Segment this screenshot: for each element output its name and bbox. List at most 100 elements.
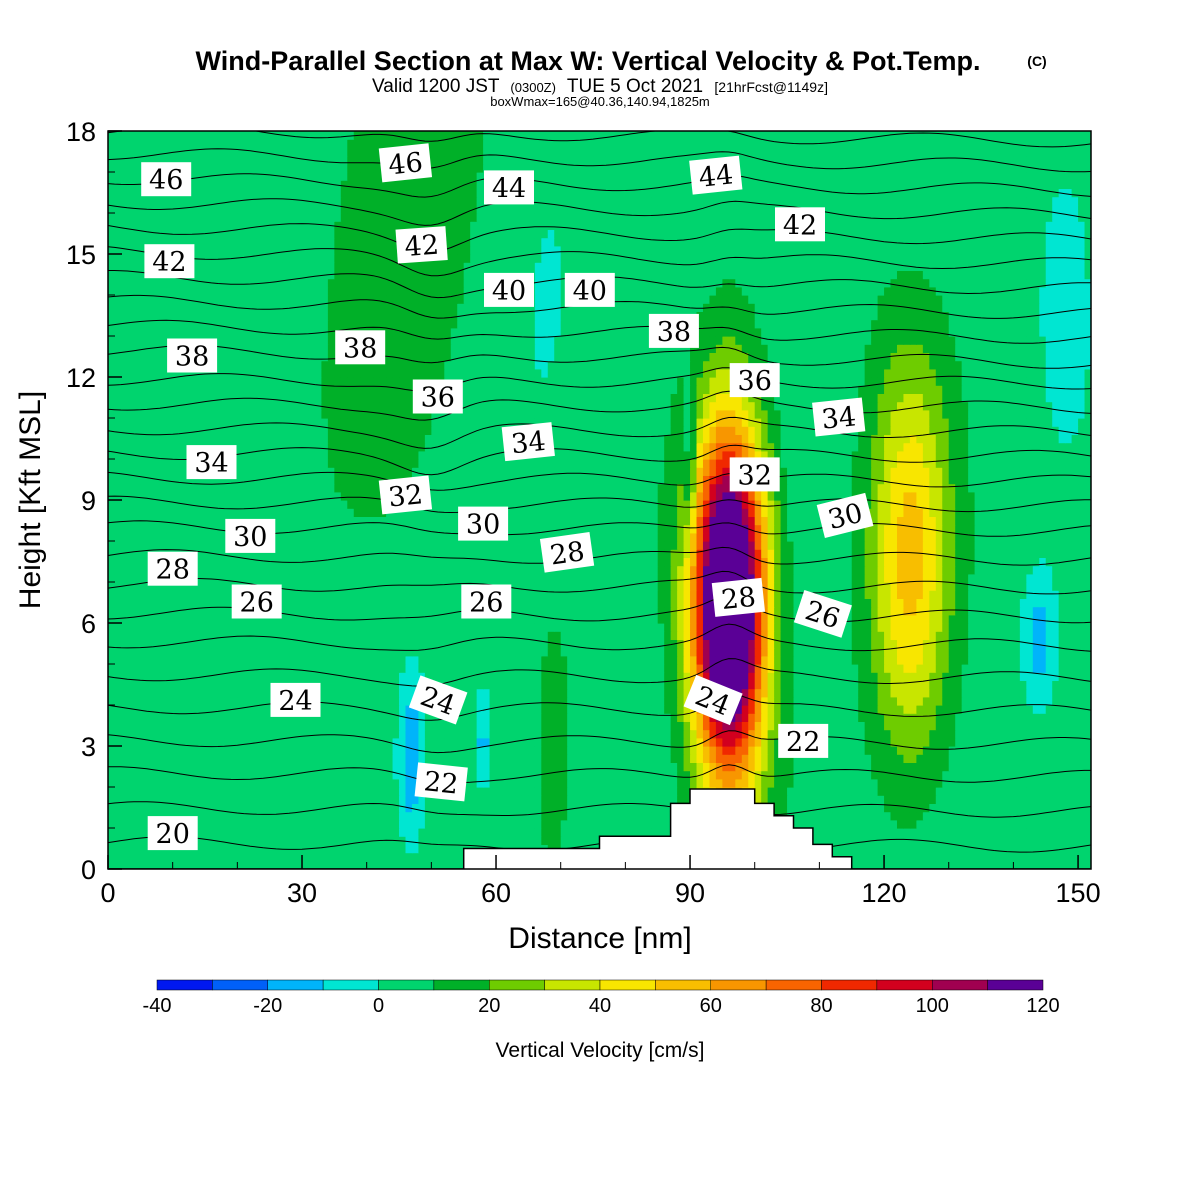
velocity-cell: [780, 680, 788, 690]
velocity-cell: [560, 647, 568, 657]
velocity-cell: [812, 770, 820, 780]
velocity-cell: [146, 680, 154, 690]
velocity-cell: [1065, 614, 1073, 624]
velocity-cell: [890, 762, 898, 772]
velocity-cell: [476, 746, 484, 755]
velocity-cell: [657, 680, 665, 690]
velocity-cell: [554, 606, 562, 616]
velocity-cell: [741, 737, 749, 747]
velocity-cell: [405, 631, 413, 640]
velocity-cell: [741, 688, 749, 698]
velocity-cell: [1052, 729, 1060, 739]
velocity-cell: [922, 787, 930, 796]
velocity-cell: [386, 754, 394, 763]
velocity-cell: [858, 762, 866, 772]
velocity-cell: [405, 672, 413, 681]
velocity-cell: [909, 606, 917, 616]
velocity-cell: [741, 762, 749, 772]
velocity-cell: [276, 729, 284, 739]
velocity-cell: [289, 721, 297, 731]
velocity-cell: [961, 860, 969, 869]
velocity-cell: [353, 729, 361, 739]
velocity-cell: [948, 606, 956, 616]
velocity-cell: [631, 672, 639, 681]
velocity-cell: [185, 680, 193, 690]
velocity-cell: [968, 696, 976, 706]
velocity-cell: [360, 688, 368, 698]
velocity-cell: [108, 631, 116, 640]
velocity-cell: [450, 860, 458, 869]
velocity-cell: [573, 623, 581, 632]
velocity-cell: [683, 778, 691, 788]
velocity-cell: [360, 844, 368, 854]
velocity-cell: [353, 688, 361, 698]
velocity-cell: [386, 721, 394, 731]
velocity-cell: [386, 713, 394, 722]
velocity-cell: [489, 713, 497, 722]
velocity-cell: [347, 598, 355, 608]
velocity-cell: [489, 631, 497, 640]
velocity-cell: [799, 762, 808, 772]
velocity-cell: [1039, 688, 1047, 698]
velocity-cell: [366, 852, 374, 862]
velocity-cell: [599, 754, 607, 763]
velocity-cell: [586, 729, 594, 739]
velocity-cell: [127, 614, 135, 624]
velocity-cell: [502, 721, 510, 731]
velocity-cell: [256, 860, 264, 869]
velocity-cell: [457, 828, 465, 837]
velocity-cell: [502, 787, 510, 796]
velocity-cell: [741, 672, 749, 681]
velocity-cell: [981, 631, 989, 640]
velocity-cell: [825, 664, 833, 673]
velocity-cell: [605, 795, 614, 804]
velocity-cell: [702, 770, 711, 780]
velocity-cell: [903, 614, 911, 624]
velocity-cell: [780, 598, 788, 608]
velocity-cell: [237, 664, 245, 673]
velocity-cell: [386, 828, 394, 837]
velocity-cell: [1071, 746, 1079, 755]
velocity-cell: [896, 828, 905, 837]
velocity-cell: [476, 721, 484, 731]
velocity-cell: [955, 803, 963, 813]
velocity-cell: [987, 803, 995, 813]
velocity-cell: [237, 811, 245, 821]
velocity-cell: [560, 828, 568, 837]
velocity-cell: [586, 737, 594, 747]
velocity-cell: [534, 606, 542, 616]
velocity-cell: [230, 836, 238, 845]
velocity-cell: [353, 770, 361, 780]
velocity-cell: [159, 746, 167, 755]
velocity-cell: [366, 729, 374, 739]
velocity-cell: [224, 680, 232, 690]
velocity-cell: [1052, 696, 1060, 706]
velocity-cell: [715, 664, 723, 673]
velocity-cell: [496, 803, 504, 813]
velocity-cell: [987, 787, 995, 796]
velocity-cell: [250, 754, 258, 763]
velocity-cell: [424, 647, 432, 657]
velocity-cell: [819, 639, 827, 649]
velocity-cell: [308, 746, 316, 755]
velocity-cell: [1000, 729, 1008, 739]
velocity-cell: [502, 623, 510, 632]
velocity-cell: [929, 705, 937, 714]
velocity-cell: [327, 598, 335, 608]
velocity-cell: [890, 852, 898, 862]
velocity-cell: [127, 713, 135, 722]
velocity-cell: [942, 664, 950, 673]
velocity-cell: [405, 639, 413, 649]
velocity-cell: [722, 754, 730, 763]
velocity-cell: [799, 664, 808, 673]
velocity-cell: [211, 598, 219, 608]
velocity-cell: [457, 598, 465, 608]
velocity-cell: [761, 680, 769, 690]
velocity-cell: [1039, 680, 1047, 690]
velocity-cell: [489, 680, 497, 690]
velocity-cell: [761, 688, 769, 698]
velocity-cell: [347, 803, 355, 813]
velocity-cell: [431, 623, 439, 632]
velocity-cell: [211, 778, 219, 788]
velocity-cell: [1000, 614, 1008, 624]
